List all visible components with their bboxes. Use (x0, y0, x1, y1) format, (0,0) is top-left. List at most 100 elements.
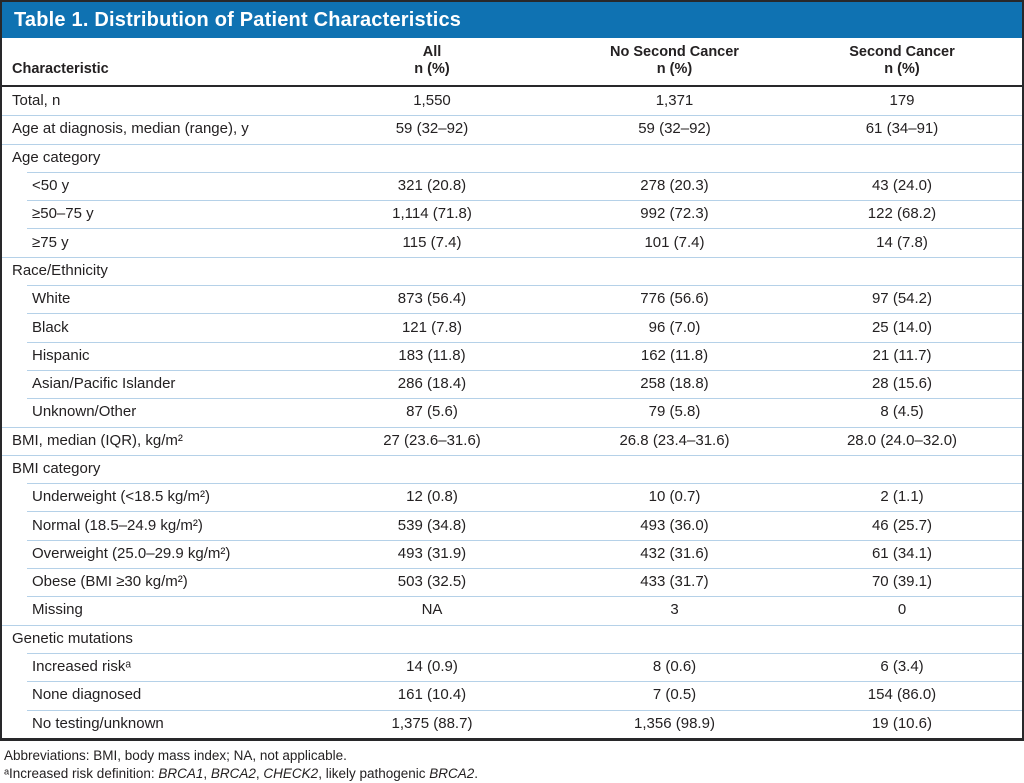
row-value: 43 (24.0) (871, 177, 933, 195)
table-row: Total, n 1,550 1,371 179 (2, 87, 1022, 115)
row-label: BMI category (12, 460, 101, 477)
column-label: All (422, 44, 442, 60)
table-title: Table 1. Distribution of Patient Charact… (14, 8, 462, 31)
row-value: 21 (11.7) (872, 346, 932, 364)
row-value: 59 (32–92) (638, 120, 711, 138)
gene-name: BRCA2 (429, 765, 475, 781)
column-label: Characteristic (12, 61, 109, 77)
row-value: 61 (34.1) (871, 544, 933, 562)
table-footnotes: Abbreviations: BMI, body mass index; NA,… (0, 741, 1024, 782)
row-value: 79 (5.8) (648, 403, 701, 421)
row-value: 61 (34–91) (865, 120, 939, 138)
row-value: 70 (39.1) (871, 573, 933, 591)
row-value: 776 (56.6) (640, 290, 709, 308)
row-value: 3 (670, 601, 679, 619)
column-header-second-cancer: Second Cancer n (%) (782, 44, 1022, 78)
column-header-characteristic: Characteristic (2, 61, 297, 78)
table-row: Missing NA 3 0 (2, 596, 1022, 624)
row-label: Overweight (25.0–29.9 kg/m²) (32, 544, 231, 562)
row-value: 493 (31.9) (397, 544, 467, 562)
row-label: Asian/Pacific Islander (32, 375, 176, 393)
footnote-increased-risk: ᵃIncreased risk definition: BRCA1, BRCA2… (4, 765, 1024, 782)
footnote-abbreviations: Abbreviations: BMI, body mass index; NA,… (4, 747, 347, 763)
row-value: 433 (31.7) (640, 573, 709, 591)
row-label: Missing (32, 601, 83, 619)
row-label: White (32, 290, 71, 308)
row-label: Total, n (12, 92, 61, 110)
footnote-text: , likely pathogenic (318, 765, 430, 781)
row-value: 19 (10.6) (871, 714, 933, 732)
row-value: 28.0 (24.0–32.0) (846, 431, 958, 449)
row-value: 258 (18.8) (640, 375, 709, 393)
column-header-all: All n (%) (297, 44, 567, 78)
row-value: 992 (72.3) (640, 205, 709, 223)
table-row: Age at diagnosis, median (range), y 59 (3… (2, 115, 1022, 143)
row-value: 179 (889, 92, 915, 110)
table-header-row: Characteristic All n (%) No Second Cance… (2, 38, 1022, 87)
gene-name: BRCA2 (210, 765, 256, 781)
table-row: ≥50–75 y 1,114 (71.8) 992 (72.3) 122 (68.2) (2, 200, 1022, 228)
row-label: Genetic mutations (12, 629, 133, 647)
table-row: Black 121 (7.8) 96 (7.0) 25 (14.0) (2, 313, 1022, 341)
footnote-text: , (255, 765, 264, 781)
column-label: No Second Cancer (610, 44, 739, 60)
row-value: 161 (10.4) (397, 686, 467, 704)
row-value: 87 (5.6) (406, 403, 458, 421)
row-value: 154 (86.0) (867, 686, 937, 704)
row-value: 0 (897, 601, 907, 619)
row-label: Unknown/Other (32, 403, 137, 421)
row-value: 59 (32–92) (395, 120, 469, 138)
table-row: No testing/unknown 1,375 (88.7) 1,356 (98.… (2, 709, 1022, 738)
column-label: Second Cancer (849, 44, 955, 60)
row-value: 162 (11.8) (640, 346, 709, 364)
row-label: Hispanic (32, 346, 90, 364)
row-label: Age at diagnosis, median (range), y (12, 120, 249, 138)
row-value: 873 (56.4) (397, 290, 467, 308)
table-body: Total, n 1,550 1,371 179 Age at diagnosis, m… (2, 87, 1022, 738)
row-label: BMI, median (IQR), kg/m² (12, 431, 183, 449)
row-label: No testing/unknown (32, 714, 164, 732)
row-label: Increased riskᵃ (32, 658, 131, 676)
row-value: 1,375 (88.7) (391, 714, 473, 732)
row-label: ≥75 y (32, 233, 69, 251)
row-label: ≥50–75 y (32, 205, 94, 223)
table-section-row: BMI category (2, 454, 1022, 483)
column-sub-label: n (%) (414, 61, 450, 77)
row-label: None diagnosed (32, 686, 142, 704)
row-label: Underweight (<18.5 kg/m²) (32, 488, 210, 506)
row-value: 97 (54.2) (871, 290, 933, 308)
row-label: Obese (BMI ≥30 kg/m²) (32, 573, 188, 591)
footnote-text: . (474, 765, 479, 781)
row-value: 8 (4.5) (880, 403, 924, 421)
table-section-row: Age category (2, 143, 1022, 172)
row-value: 14 (7.8) (876, 233, 928, 251)
row-value: 7 (0.5) (652, 686, 697, 704)
footnote-text: , (203, 765, 211, 781)
row-value: 8 (0.6) (652, 658, 697, 676)
table-title-bar: Table 1. Distribution of Patient Charact… (2, 2, 1022, 38)
row-label: Race/Ethnicity (12, 261, 108, 279)
patient-characteristics-table: Table 1. Distribution of Patient Charact… (0, 0, 1024, 741)
row-value: 2 (1.1) (880, 488, 924, 506)
row-value: 1,371 (655, 92, 694, 110)
row-value: 122 (68.2) (867, 205, 937, 223)
gene-name: CHECK2 (263, 765, 319, 781)
row-value: 28 (15.6) (871, 375, 933, 393)
row-value: 121 (7.8) (401, 318, 463, 336)
row-value: 6 (3.4) (880, 658, 924, 676)
row-value: 46 (25.7) (871, 516, 933, 534)
row-value: 493 (36.0) (640, 516, 709, 534)
table-row: Hispanic 183 (11.8) 162 (11.8) 21 (11.7) (2, 341, 1022, 370)
row-label: Normal (18.5–24.9 kg/m²) (32, 516, 203, 534)
table-row: Unknown/Other 87 (5.6) 79 (5.8) 8 (4.5) (2, 398, 1022, 426)
table-row: None diagnosed 161 (10.4) 7 (0.5) 154 (86.0… (2, 681, 1022, 709)
table-row: White 873 (56.4) 776 (56.6) 97 (54.2) (2, 285, 1022, 313)
row-value: 115 (7.4) (402, 233, 462, 251)
row-value: 96 (7.0) (648, 318, 701, 336)
row-value: 14 (0.9) (406, 658, 458, 676)
row-value: 321 (20.8) (397, 177, 467, 195)
row-label: <50 y (32, 177, 70, 195)
table-row: Asian/Pacific Islander 286 (18.4) 258 (18.… (2, 369, 1022, 398)
table-row: Overweight (25.0–29.9 kg/m²) 493 (31.9) 43… (2, 539, 1022, 568)
row-value: 503 (32.5) (397, 573, 467, 591)
